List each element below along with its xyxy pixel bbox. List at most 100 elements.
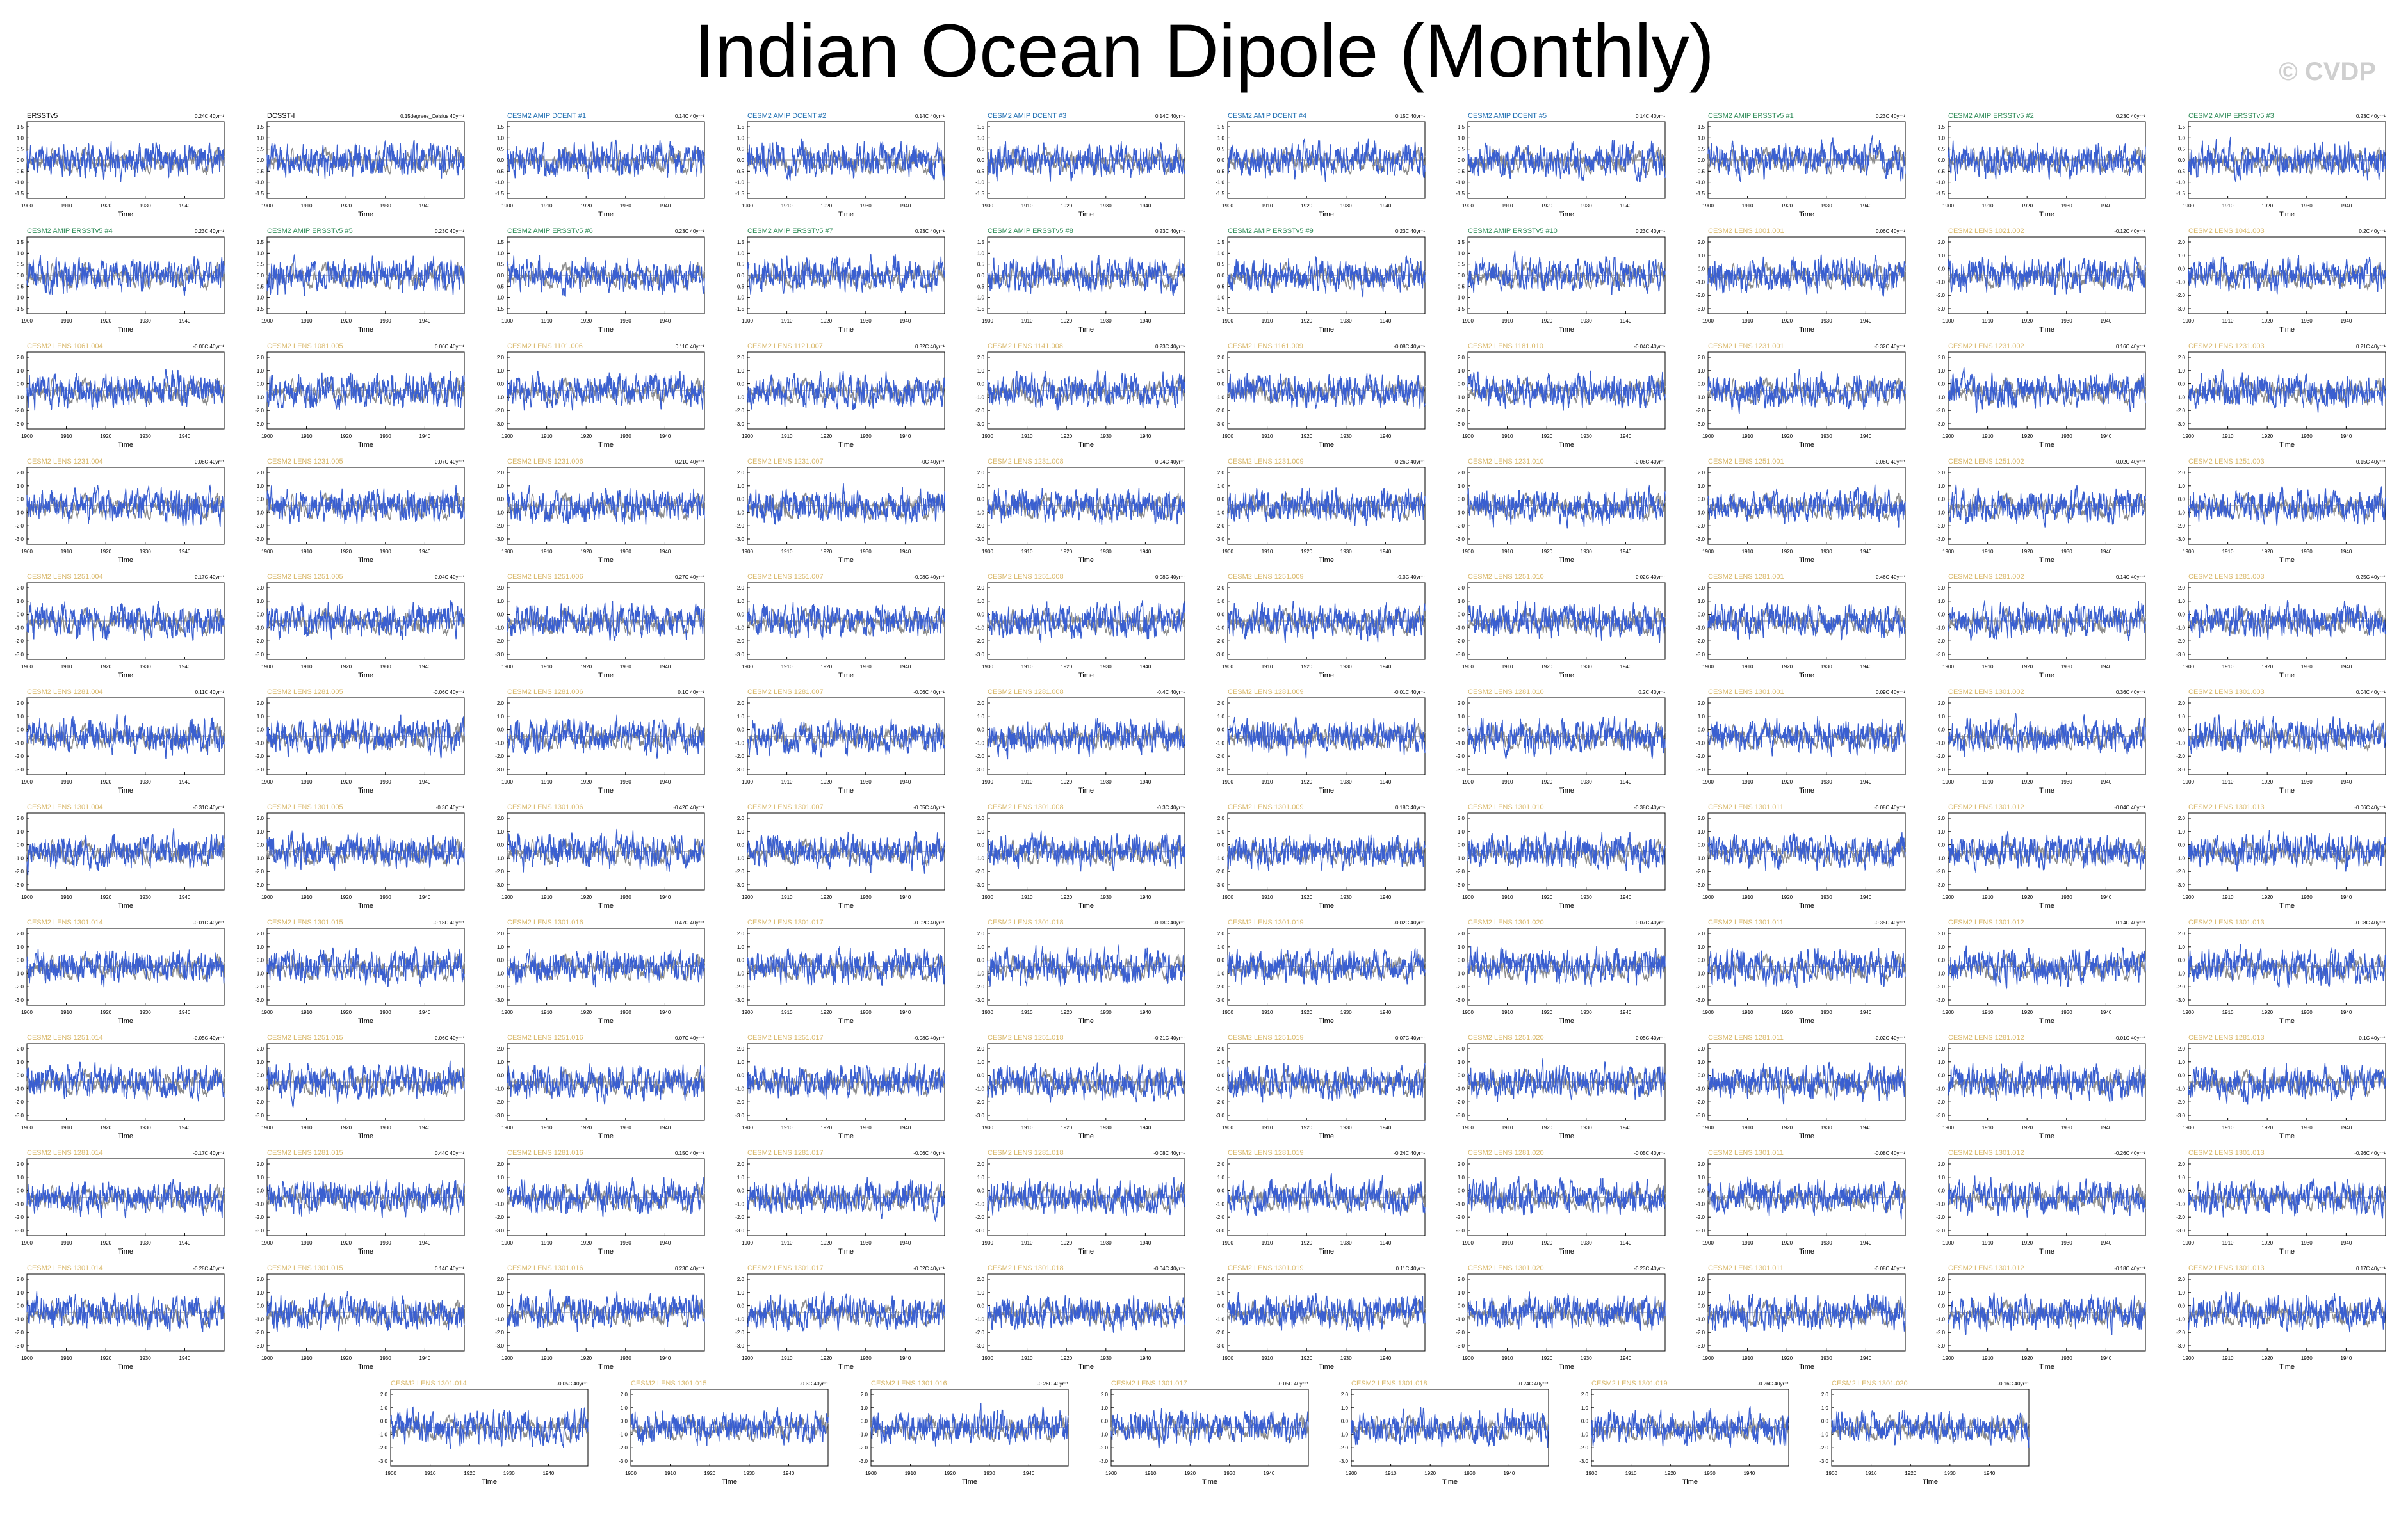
y-tick-label: -3.0 xyxy=(15,652,24,658)
x-tick-label: 1920 xyxy=(100,1355,111,1361)
x-tick-label: 1930 xyxy=(620,1240,631,1246)
x-tick-label: 1940 xyxy=(419,1240,431,1246)
x-tick-label: 1940 xyxy=(1140,203,1151,209)
y-tick-label: -2.0 xyxy=(15,1214,24,1220)
x-tick-label: 1920 xyxy=(580,1355,592,1361)
x-axis-label: Time xyxy=(1799,1248,1814,1255)
panel-label: CESM2 LENS 1281.017 xyxy=(747,1149,824,1157)
x-tick-label: 1900 xyxy=(261,433,273,439)
y-tick-label: -3.0 xyxy=(735,997,744,1003)
y-tick-label: -1.0 xyxy=(1579,1432,1588,1437)
y-tick-label: 0.0 xyxy=(1821,1419,1829,1424)
x-axis-label: Time xyxy=(118,1363,133,1371)
y-tick-label: 1.5 xyxy=(1217,239,1225,245)
panel-trend: -0.05C 40yr⁻¹ xyxy=(1277,1381,1308,1387)
x-tick-label: 1920 xyxy=(100,664,111,670)
x-tick-label: 1930 xyxy=(140,664,151,670)
x-tick-label: 1910 xyxy=(781,318,793,324)
y-tick-label: -2.0 xyxy=(1216,408,1224,414)
x-tick-label: 1930 xyxy=(140,1355,151,1361)
panel-label: CESM2 LENS 1301.016 xyxy=(871,1380,947,1387)
x-tick-label: 1920 xyxy=(820,1240,832,1246)
y-tick-label: -1.0 xyxy=(975,180,984,186)
x-tick-label: 1920 xyxy=(1061,779,1072,785)
x-tick-label: 1920 xyxy=(2261,664,2273,670)
x-tick-label: 1900 xyxy=(501,549,513,554)
y-tick-label: -2.0 xyxy=(255,754,264,759)
x-axis-label: Time xyxy=(722,1478,737,1486)
chart-panel: CESM2 LENS 1301.002 0.36C 40yr⁻¹2.01.00.0… xyxy=(1936,688,2146,795)
y-tick-label: -1.0 xyxy=(1216,971,1224,976)
y-tick-label: 2.0 xyxy=(1458,1046,1465,1052)
x-tick-label: 1940 xyxy=(1860,1010,1872,1015)
model-series-line xyxy=(747,718,945,758)
x-tick-label: 1900 xyxy=(982,1010,993,1015)
x-axis-label: Time xyxy=(358,1363,373,1371)
x-tick-label: 1940 xyxy=(660,1125,671,1131)
panel-trend: -0.02C 40yr⁻¹ xyxy=(1874,1035,1905,1041)
model-series-line xyxy=(987,141,1185,182)
x-tick-label: 1930 xyxy=(2301,1125,2313,1131)
y-tick-label: -3.0 xyxy=(1099,1458,1108,1464)
panel-label: CESM2 LENS 1001.001 xyxy=(1708,227,1784,235)
x-axis-label: Time xyxy=(2039,787,2054,795)
chart-panel: CESM2 LENS 1301.015 -0.18C 40yr⁻¹2.01.00.… xyxy=(255,919,465,1025)
panel-label: CESM2 LENS 1281.013 xyxy=(2188,1034,2265,1042)
x-tick-label: 1930 xyxy=(140,1125,151,1131)
panel-label: CESM2 LENS 1231.002 xyxy=(1948,343,2024,350)
model-series-line xyxy=(1467,601,1666,643)
x-tick-label: 1930 xyxy=(860,1125,872,1131)
panel-label: CESM2 LENS 1281.002 xyxy=(1948,573,2024,581)
x-axis-label: Time xyxy=(1319,211,1334,218)
x-axis-label: Time xyxy=(838,672,854,679)
y-tick-label: -2.0 xyxy=(1216,869,1224,875)
y-tick-label: 2.0 xyxy=(1458,585,1465,591)
y-tick-label: 2.0 xyxy=(1698,816,1705,821)
x-tick-label: 1920 xyxy=(944,1471,956,1476)
y-tick-label: 2.0 xyxy=(1698,1046,1705,1052)
y-tick-label: 1.0 xyxy=(2178,368,2186,374)
x-tick-label: 1930 xyxy=(1821,433,1832,439)
x-tick-label: 1940 xyxy=(1620,779,1632,785)
x-tick-label: 1940 xyxy=(1504,1471,1515,1476)
y-tick-label: 2.0 xyxy=(1938,700,1946,706)
y-tick-label: -1.0 xyxy=(15,1201,24,1207)
x-tick-label: 1920 xyxy=(1664,1471,1676,1476)
x-tick-label: 1900 xyxy=(1222,549,1233,554)
y-tick-label: -2.0 xyxy=(975,1214,984,1220)
y-tick-label: 0.0 xyxy=(257,1188,264,1194)
y-tick-label: -2.0 xyxy=(735,1214,744,1220)
chart-panel: CESM2 LENS 1231.004 0.08C 40yr⁻¹2.01.00.0… xyxy=(15,458,225,564)
y-tick-label: 1.0 xyxy=(1698,829,1705,835)
x-tick-label: 1940 xyxy=(900,1125,911,1131)
chart-panel: CESM2 LENS 1301.007 -0.05C 40yr⁻¹2.01.00.… xyxy=(735,803,945,910)
x-tick-label: 1940 xyxy=(419,203,431,209)
x-tick-label: 1910 xyxy=(665,1471,676,1476)
model-series-line xyxy=(1948,140,2146,181)
y-tick-label: -0.5 xyxy=(1456,284,1465,289)
x-tick-label: 1900 xyxy=(21,1355,33,1361)
x-tick-label: 1910 xyxy=(541,433,553,439)
y-tick-label: 2.0 xyxy=(1938,816,1946,821)
y-tick-label: -0.5 xyxy=(495,284,504,289)
y-tick-label: -2.0 xyxy=(378,1445,387,1451)
y-tick-label: -3.0 xyxy=(1696,1343,1705,1349)
y-tick-label: 1.5 xyxy=(977,239,985,245)
panel-label: CESM2 LENS 1251.019 xyxy=(1228,1034,1304,1042)
panel-trend: -0.3C 40yr⁻¹ xyxy=(1157,805,1185,811)
x-tick-label: 1930 xyxy=(140,779,151,785)
model-series-line xyxy=(26,949,225,988)
y-tick-label: -2.0 xyxy=(735,1330,744,1335)
model-series-line xyxy=(1467,484,1666,529)
panel-label: CESM2 LENS 1281.003 xyxy=(2188,573,2265,581)
panel-label: CESM2 AMIP ERSSTv5 #4 xyxy=(27,227,113,235)
panel-label: CESM2 AMIP ERSSTv5 #2 xyxy=(1948,112,2034,120)
y-tick-label: 1.0 xyxy=(977,250,985,256)
y-tick-label: -1.0 xyxy=(975,855,984,861)
chart-panel: CESM2 LENS 1301.004 -0.31C 40yr⁻¹2.01.00.… xyxy=(15,803,225,910)
x-tick-label: 1940 xyxy=(900,1010,911,1015)
y-tick-label: -0.5 xyxy=(1216,284,1224,289)
y-tick-label: 0.5 xyxy=(2178,147,2186,152)
x-tick-label: 1940 xyxy=(1140,1240,1151,1246)
x-tick-label: 1910 xyxy=(1982,433,1994,439)
